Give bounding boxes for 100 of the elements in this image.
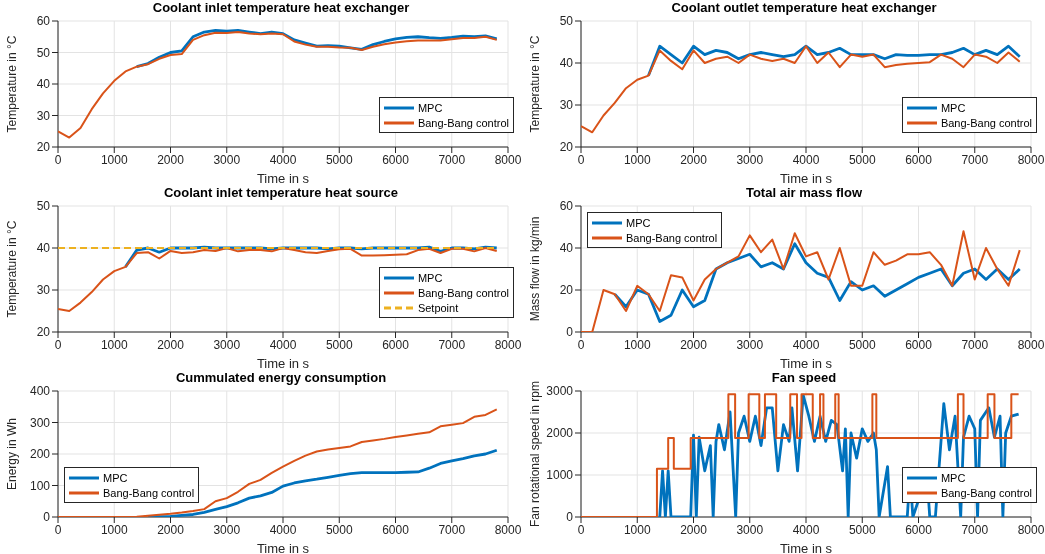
x-tick-label: 5000 bbox=[325, 337, 353, 352]
legend-label: Bang-Bang control bbox=[940, 116, 1032, 129]
y-tick-label: 60 bbox=[36, 14, 51, 29]
x-tick-label: 1000 bbox=[100, 152, 128, 167]
x-tick-label: 0 bbox=[577, 337, 585, 352]
legend-label: Bang-Bang control bbox=[417, 286, 509, 299]
x-tick-label: 2000 bbox=[680, 337, 708, 352]
x-tick-label: 0 bbox=[54, 337, 62, 352]
chart-title: Coolant inlet temperature heat exchanger bbox=[152, 0, 410, 15]
chart-title: Total air mass flow bbox=[745, 185, 863, 200]
legend-label: MPC bbox=[940, 101, 966, 114]
x-tick-label: 2000 bbox=[680, 152, 708, 167]
x-tick-label: 3000 bbox=[736, 522, 764, 537]
x-tick-label: 7000 bbox=[961, 522, 989, 537]
chart-title: Fan speed bbox=[771, 370, 837, 385]
legend-label: Bang-Bang control bbox=[626, 231, 718, 244]
x-tick-label: 6000 bbox=[905, 522, 933, 537]
y-tick-label: 30 bbox=[36, 108, 51, 123]
y-tick-label: 50 bbox=[559, 14, 574, 29]
legend-label: MPC bbox=[940, 471, 966, 484]
x-tick-label: 7000 bbox=[438, 337, 466, 352]
y-tick-label: 0 bbox=[566, 325, 574, 340]
legend-label: Bang-Bang control bbox=[103, 486, 195, 499]
x-tick-label: 5000 bbox=[325, 522, 353, 537]
x-tick-label: 7000 bbox=[961, 337, 989, 352]
y-tick-label: 20 bbox=[36, 140, 51, 155]
x-tick-label: 3000 bbox=[736, 337, 764, 352]
x-tick-label: 3000 bbox=[736, 152, 764, 167]
x-tick-label: 4000 bbox=[269, 152, 297, 167]
y-tick-label: 300 bbox=[29, 415, 51, 430]
x-tick-label: 4000 bbox=[269, 522, 297, 537]
x-tick-label: 5000 bbox=[325, 152, 353, 167]
x-tick-label: 1000 bbox=[623, 152, 651, 167]
x-tick-label: 1000 bbox=[623, 522, 651, 537]
y-tick-label: 30 bbox=[36, 283, 51, 298]
x-tick-label: 4000 bbox=[792, 522, 820, 537]
x-axis-title: Time in s bbox=[256, 356, 310, 371]
y-tick-label: 60 bbox=[559, 199, 574, 214]
y-tick-label: 40 bbox=[36, 77, 51, 92]
chart-title: Coolant inlet temperature heat source bbox=[163, 185, 399, 200]
x-tick-label: 6000 bbox=[382, 152, 410, 167]
x-tick-label: 1000 bbox=[100, 337, 128, 352]
x-tick-label: 2000 bbox=[157, 337, 185, 352]
x-axis-title: Time in s bbox=[779, 356, 833, 371]
y-axis-title: Energy in Wh bbox=[5, 417, 20, 491]
x-tick-label: 0 bbox=[54, 152, 62, 167]
legend-label: Bang-Bang control bbox=[940, 486, 1032, 499]
x-tick-label: 8000 bbox=[494, 152, 522, 167]
y-tick-label: 0 bbox=[566, 510, 574, 525]
y-axis-title: Mass flow in kg/min bbox=[528, 216, 543, 322]
x-tick-label: 8000 bbox=[494, 522, 522, 537]
y-tick-label: 200 bbox=[29, 447, 51, 462]
legend-label: MPC bbox=[103, 471, 128, 484]
x-tick-label: 5000 bbox=[848, 522, 876, 537]
legend-label: MPC bbox=[417, 101, 443, 114]
x-tick-label: 6000 bbox=[382, 522, 410, 537]
x-tick-label: 0 bbox=[577, 522, 585, 537]
chart-title: Cummulated energy consumption bbox=[175, 370, 387, 385]
x-tick-label: 3000 bbox=[213, 152, 241, 167]
y-tick-label: 3000 bbox=[546, 384, 574, 399]
x-tick-label: 7000 bbox=[438, 522, 466, 537]
y-tick-label: 40 bbox=[36, 241, 51, 256]
x-tick-label: 8000 bbox=[494, 337, 522, 352]
x-tick-label: 6000 bbox=[905, 152, 933, 167]
x-tick-label: 0 bbox=[577, 152, 585, 167]
x-axis-title: Time in s bbox=[256, 171, 310, 186]
y-tick-label: 20 bbox=[36, 325, 51, 340]
x-tick-label: 6000 bbox=[382, 337, 410, 352]
x-tick-label: 8000 bbox=[1017, 152, 1045, 167]
y-tick-label: 40 bbox=[559, 241, 574, 256]
x-tick-label: 4000 bbox=[792, 152, 820, 167]
x-tick-label: 6000 bbox=[905, 337, 933, 352]
y-tick-label: 50 bbox=[36, 199, 51, 214]
y-axis-title: Fan rotational speed in rpm bbox=[528, 380, 543, 528]
y-axis-title: Temperature in °C bbox=[5, 35, 20, 133]
y-tick-label: 40 bbox=[559, 56, 574, 71]
x-axis-title: Time in s bbox=[256, 541, 310, 554]
x-tick-label: 0 bbox=[54, 522, 62, 537]
x-tick-label: 5000 bbox=[848, 337, 876, 352]
y-axis-title: Temperature in °C bbox=[528, 35, 543, 133]
legend-label: Setpoint bbox=[417, 301, 459, 314]
x-tick-label: 1000 bbox=[100, 522, 128, 537]
y-tick-label: 20 bbox=[559, 140, 574, 155]
y-tick-label: 100 bbox=[29, 478, 51, 493]
x-tick-label: 8000 bbox=[1017, 522, 1045, 537]
x-axis-title: Time in s bbox=[779, 171, 833, 186]
x-tick-label: 7000 bbox=[961, 152, 989, 167]
y-tick-label: 1000 bbox=[546, 468, 574, 483]
chart-title: Coolant outlet temperature heat exchanger bbox=[671, 0, 937, 15]
y-tick-label: 50 bbox=[36, 45, 51, 60]
y-axis-title: Temperature in °C bbox=[5, 220, 20, 318]
x-tick-label: 7000 bbox=[438, 152, 466, 167]
x-tick-label: 3000 bbox=[213, 337, 241, 352]
x-tick-label: 8000 bbox=[1017, 337, 1045, 352]
y-tick-label: 400 bbox=[29, 384, 51, 399]
x-tick-label: 3000 bbox=[213, 522, 241, 537]
x-tick-label: 4000 bbox=[792, 337, 820, 352]
x-tick-label: 2000 bbox=[680, 522, 708, 537]
y-tick-label: 0 bbox=[43, 510, 51, 525]
x-tick-label: 1000 bbox=[623, 337, 651, 352]
